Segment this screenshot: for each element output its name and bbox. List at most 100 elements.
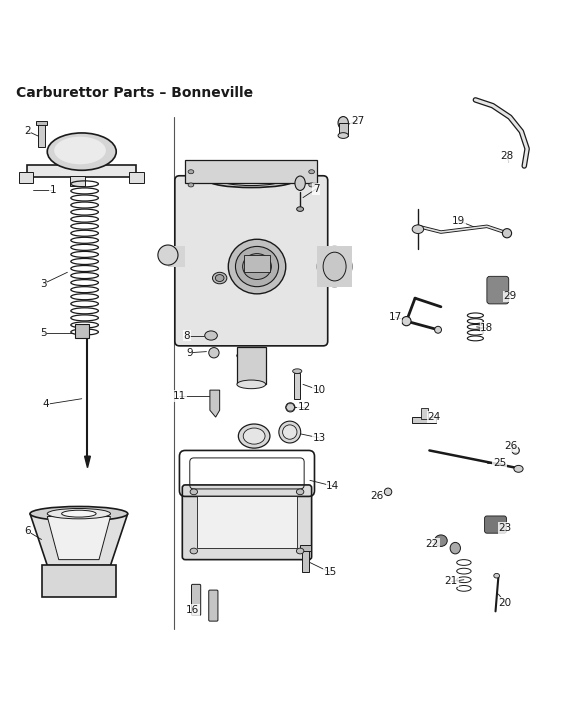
Ellipse shape <box>384 488 392 495</box>
Text: Carburettor Parts – Bonneville: Carburettor Parts – Bonneville <box>16 85 253 100</box>
Polygon shape <box>85 456 90 467</box>
Bar <box>185 160 317 184</box>
Bar <box>38 124 45 147</box>
Bar <box>71 176 85 186</box>
Polygon shape <box>47 516 111 560</box>
Ellipse shape <box>512 447 519 454</box>
Text: 13: 13 <box>312 433 326 443</box>
Text: 12: 12 <box>298 402 311 412</box>
Ellipse shape <box>338 133 349 138</box>
Bar <box>237 347 266 384</box>
Text: 14: 14 <box>326 481 339 491</box>
Text: 11: 11 <box>173 391 186 401</box>
Text: 3: 3 <box>40 279 47 289</box>
Ellipse shape <box>215 275 224 282</box>
FancyBboxPatch shape <box>209 590 218 621</box>
Ellipse shape <box>62 511 96 517</box>
Text: 23: 23 <box>498 523 512 533</box>
Text: 28: 28 <box>500 151 514 161</box>
Text: 19: 19 <box>451 216 465 226</box>
Text: 4: 4 <box>42 399 49 409</box>
Ellipse shape <box>283 425 297 440</box>
Ellipse shape <box>338 117 349 129</box>
Bar <box>168 247 185 267</box>
Text: 29: 29 <box>503 291 517 301</box>
Ellipse shape <box>229 239 286 294</box>
Bar <box>317 247 352 287</box>
Ellipse shape <box>503 229 512 238</box>
Ellipse shape <box>434 535 447 546</box>
Ellipse shape <box>205 331 217 340</box>
Ellipse shape <box>30 506 128 521</box>
Ellipse shape <box>297 206 304 212</box>
Bar <box>302 549 309 572</box>
Text: 16: 16 <box>186 605 199 615</box>
Text: 26: 26 <box>504 441 518 451</box>
Ellipse shape <box>237 380 266 389</box>
FancyBboxPatch shape <box>175 176 328 346</box>
Text: 24: 24 <box>427 412 441 422</box>
Ellipse shape <box>402 316 411 326</box>
Ellipse shape <box>494 574 500 578</box>
FancyBboxPatch shape <box>487 276 509 304</box>
Ellipse shape <box>238 424 270 448</box>
Ellipse shape <box>286 403 295 412</box>
Text: 5: 5 <box>40 328 47 338</box>
Bar <box>294 373 300 399</box>
Ellipse shape <box>158 245 178 265</box>
Text: 6: 6 <box>24 526 30 536</box>
Bar <box>27 165 136 178</box>
Ellipse shape <box>296 489 304 495</box>
Ellipse shape <box>243 428 265 444</box>
Bar <box>129 172 145 183</box>
Ellipse shape <box>323 252 346 281</box>
Ellipse shape <box>412 225 424 234</box>
Ellipse shape <box>54 137 106 164</box>
Ellipse shape <box>188 183 194 187</box>
Bar <box>19 172 33 183</box>
FancyBboxPatch shape <box>191 584 201 615</box>
Ellipse shape <box>434 326 441 333</box>
Text: 22: 22 <box>426 538 439 549</box>
Text: 27: 27 <box>351 115 364 125</box>
Bar <box>41 566 116 597</box>
Text: 2: 2 <box>24 126 30 136</box>
Text: 26: 26 <box>370 491 383 501</box>
Polygon shape <box>210 390 220 417</box>
Text: 17: 17 <box>388 312 402 322</box>
Bar <box>75 324 89 338</box>
Bar <box>36 120 47 125</box>
FancyBboxPatch shape <box>484 516 507 533</box>
Ellipse shape <box>47 133 116 171</box>
Ellipse shape <box>221 175 282 186</box>
Ellipse shape <box>309 183 314 187</box>
Ellipse shape <box>309 170 314 174</box>
Ellipse shape <box>190 548 198 554</box>
Ellipse shape <box>212 272 227 284</box>
Ellipse shape <box>188 170 194 174</box>
Bar <box>339 123 348 136</box>
Bar <box>196 496 297 548</box>
Ellipse shape <box>237 351 266 360</box>
Ellipse shape <box>295 176 305 191</box>
Ellipse shape <box>514 465 523 473</box>
Ellipse shape <box>209 348 219 358</box>
Text: 20: 20 <box>498 598 512 608</box>
Ellipse shape <box>208 174 294 188</box>
Text: 25: 25 <box>493 458 506 468</box>
Text: 10: 10 <box>312 385 326 395</box>
FancyBboxPatch shape <box>182 485 311 560</box>
Bar <box>421 409 428 419</box>
Ellipse shape <box>296 548 304 554</box>
Text: 8: 8 <box>184 331 190 341</box>
Ellipse shape <box>47 508 111 519</box>
Text: 1: 1 <box>50 185 57 195</box>
Ellipse shape <box>243 254 272 280</box>
Text: 9: 9 <box>186 348 192 358</box>
Ellipse shape <box>293 369 302 374</box>
Text: 21: 21 <box>445 576 458 587</box>
Polygon shape <box>30 513 128 566</box>
Text: 18: 18 <box>480 323 494 333</box>
Ellipse shape <box>317 247 352 287</box>
Text: 7: 7 <box>313 184 319 194</box>
